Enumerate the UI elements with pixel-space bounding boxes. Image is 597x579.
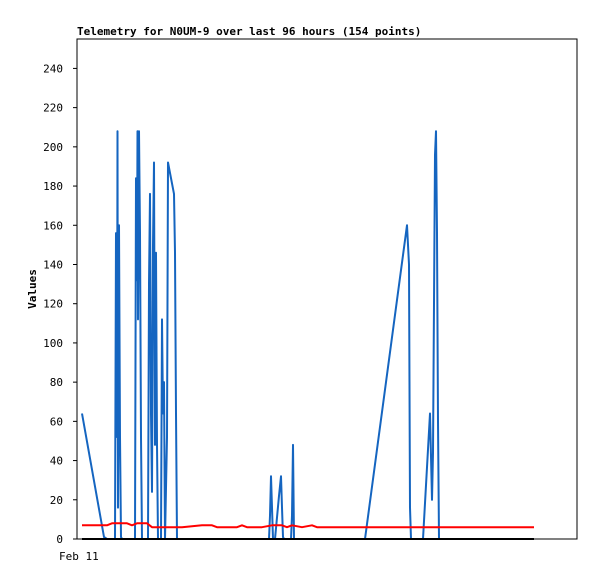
y-tick-label: 220 [43,102,63,115]
y-tick-label: 0 [56,533,63,546]
y-axis: 0 20 40 60 80 100 120 140 160 180 200 220 240 [43,62,77,546]
series-line-1 [82,522,534,529]
y-tick-label: 240 [43,62,63,75]
y-tick-label: 160 [43,219,63,232]
y-tick-label: 40 [50,455,63,468]
y-tick-label: 140 [43,258,63,271]
y-tick-label: 60 [50,415,63,428]
y-tick-label: 80 [50,376,63,389]
x-tick-label: Feb 11 [59,550,99,563]
y-axis-label: Values [26,269,39,309]
y-tick-label: 20 [50,494,63,507]
chart-title: Telemetry for N0UM-9 over last 96 hours … [77,25,421,38]
y-tick-label: 200 [43,141,63,154]
y-tick-label: 100 [43,337,63,350]
plot-frame [76,38,578,540]
y-tick-label: 120 [43,298,63,311]
y-tick-label: 180 [43,180,63,193]
series-group [81,130,534,540]
